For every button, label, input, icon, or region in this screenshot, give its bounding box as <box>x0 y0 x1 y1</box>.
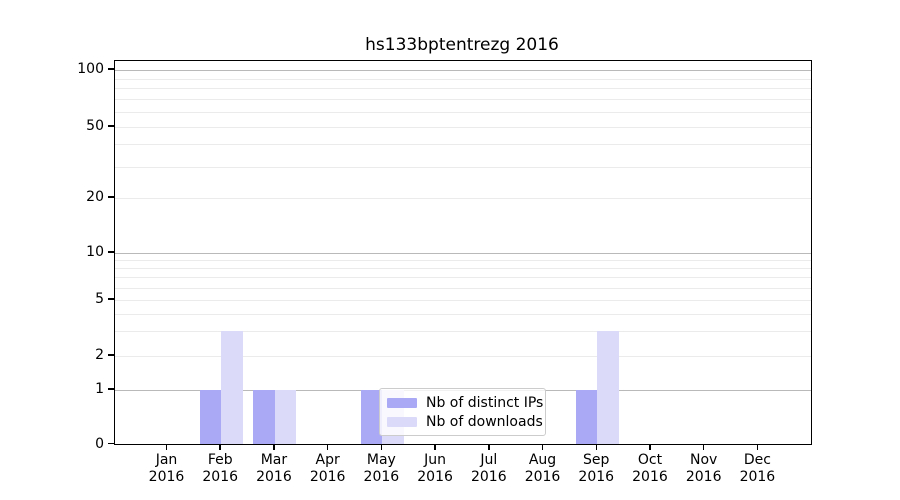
gridline-minor <box>115 287 811 289</box>
x-tick-mark <box>165 444 168 450</box>
gridline-minor <box>115 127 811 128</box>
legend-label: Nb of downloads <box>426 413 543 430</box>
gridline-minor <box>115 300 811 301</box>
x-tick-mark <box>326 444 329 450</box>
legend-item: Nb of downloads <box>387 412 545 431</box>
gridline-minor <box>115 313 811 315</box>
y-tick-mark <box>108 354 114 356</box>
legend-swatch <box>387 416 417 427</box>
x-tick-mark <box>595 444 597 450</box>
bar-nb-of-downloads-mar <box>274 390 297 444</box>
legend-item: Nb of distinct IPs <box>387 393 545 412</box>
bar-nb-of-downloads-feb <box>221 331 243 444</box>
legend: Nb of distinct IPs Nb of downloads <box>379 388 546 436</box>
gridline-major <box>115 253 811 254</box>
bar-nb-of-distinct-ips-mar <box>253 390 275 444</box>
x-tick-mark <box>756 444 759 450</box>
y-tick-label: 100 <box>77 61 104 77</box>
bar-nb-of-distinct-ips-sep <box>575 390 598 444</box>
y-tick-label: 5 <box>95 291 104 307</box>
plot-area <box>114 60 812 445</box>
x-tick-label: Dec 2016 <box>739 452 776 485</box>
x-tick-mark <box>541 444 544 450</box>
x-tick-mark <box>488 444 490 450</box>
y-tick-label: 1 <box>95 381 104 397</box>
bar-nb-of-distinct-ips-may <box>360 390 383 444</box>
x-tick-label: Mar 2016 <box>256 452 292 485</box>
x-tick-mark <box>434 444 436 450</box>
y-tick-mark <box>108 251 114 253</box>
gridline-minor <box>115 198 811 199</box>
y-tick-mark <box>108 442 114 445</box>
x-tick-label: Jun 2016 <box>417 452 453 485</box>
gridline-minor <box>115 260 811 262</box>
x-tick-mark <box>649 444 651 450</box>
x-tick-label: Apr 2016 <box>309 452 346 485</box>
gridline-minor <box>115 88 811 90</box>
gridline-minor <box>115 78 811 80</box>
y-tick-mark <box>108 68 114 70</box>
gridline-minor <box>115 166 811 168</box>
bar-nb-of-distinct-ips-feb <box>199 390 222 444</box>
y-tick-label: 10 <box>86 244 104 260</box>
x-tick-label: Aug 2016 <box>524 452 561 485</box>
legend-label: Nb of distinct IPs <box>426 394 544 411</box>
gridline-minor <box>115 331 811 333</box>
y-tick-label: 0 <box>95 435 104 452</box>
chart-title: hs133bptentrezg 2016 <box>365 35 559 55</box>
x-tick-mark <box>273 444 275 450</box>
x-tick-label: Jul 2016 <box>470 452 507 485</box>
y-tick-label: 20 <box>86 189 104 205</box>
y-tick-label: 2 <box>95 347 104 363</box>
x-tick-label: Jan 2016 <box>148 452 185 485</box>
legend-swatch <box>387 397 417 408</box>
x-tick-mark <box>702 444 705 450</box>
x-tick-mark <box>219 444 221 450</box>
gridline-minor <box>115 277 811 279</box>
y-tick-mark <box>108 196 114 198</box>
y-tick-label: 50 <box>86 118 104 134</box>
gridline-minor <box>115 99 811 101</box>
gridline-minor <box>115 144 811 146</box>
x-tick-label: Sep 2016 <box>578 452 615 485</box>
x-tick-label: May 2016 <box>363 452 400 485</box>
gridline-minor <box>115 356 811 357</box>
gridline-minor <box>115 268 811 270</box>
y-tick-mark <box>108 125 114 127</box>
bar-nb-of-downloads-sep <box>597 331 619 444</box>
gridline-major <box>115 70 811 71</box>
x-tick-mark <box>380 444 383 450</box>
gridline-minor <box>115 112 811 113</box>
y-tick-mark <box>108 298 114 300</box>
x-tick-label: Oct 2016 <box>632 452 668 485</box>
y-tick-mark <box>108 388 114 390</box>
x-tick-label: Feb 2016 <box>202 452 239 485</box>
x-tick-label: Nov 2016 <box>685 452 722 485</box>
